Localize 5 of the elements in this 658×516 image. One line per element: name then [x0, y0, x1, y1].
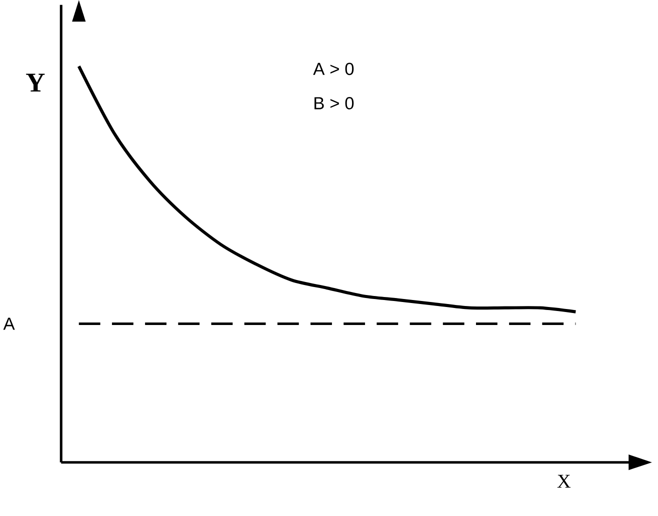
annotation: A > 0 — [313, 62, 354, 76]
ref-line-label: A — [3, 318, 15, 330]
annotation: B > 0 — [314, 97, 354, 110]
x-axis-title: X — [557, 474, 571, 488]
y-axis-title: Y — [26, 74, 45, 92]
